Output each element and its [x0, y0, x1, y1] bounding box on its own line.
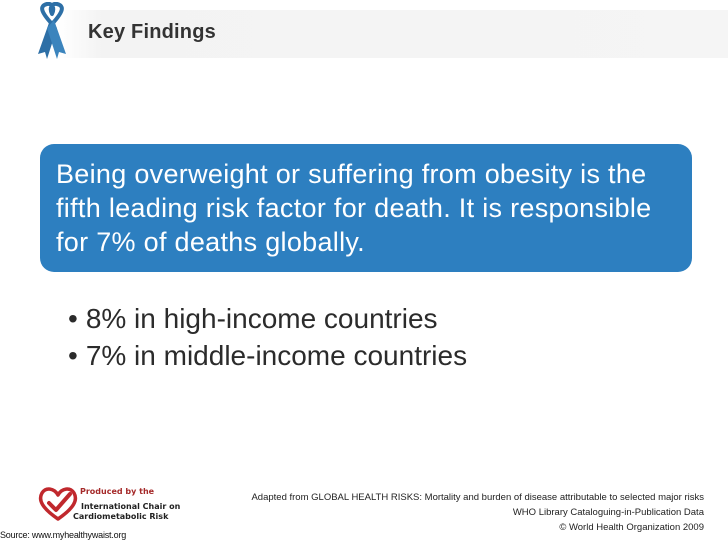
header-band — [0, 10, 728, 58]
ribbon-icon — [38, 2, 66, 59]
citation-line: Adapted from GLOBAL HEALTH RISKS: Mortal… — [251, 492, 704, 503]
bullet-text: 8% in high-income countries — [85, 303, 438, 334]
page-title: Key Findings — [88, 21, 216, 43]
chair-name-line1: International Chair on — [81, 502, 181, 511]
citation-line: WHO Library Cataloguing-in-Publication D… — [512, 507, 704, 518]
list-item: • 7% in middle-income countries — [68, 337, 467, 374]
citation-line: © World Health Organization 2009 — [559, 522, 704, 533]
bullet-list: • 8% in high-income countries • 7% in midd… — [68, 300, 467, 374]
slide-header: Key Findings — [0, 0, 728, 62]
callout-text: Being overweight or suffering from obesi… — [56, 159, 652, 257]
chair-name-line2: Cardiometabolic Risk — [73, 512, 169, 521]
bullet-icon: • — [68, 303, 78, 334]
citation-block: Adapted from GLOBAL HEALTH RISKS: Mortal… — [251, 490, 704, 535]
bullet-icon: • — [68, 340, 78, 371]
heart-check-icon — [38, 487, 78, 521]
produced-by-label: Produced by the — [80, 487, 155, 496]
list-item: • 8% in high-income countries — [68, 300, 467, 337]
bullet-text: 7% in middle-income countries — [85, 340, 468, 371]
source-credit: Source: www.myhealthywaist.org — [0, 530, 127, 540]
key-finding-callout: Being overweight or suffering from obesi… — [40, 144, 692, 272]
